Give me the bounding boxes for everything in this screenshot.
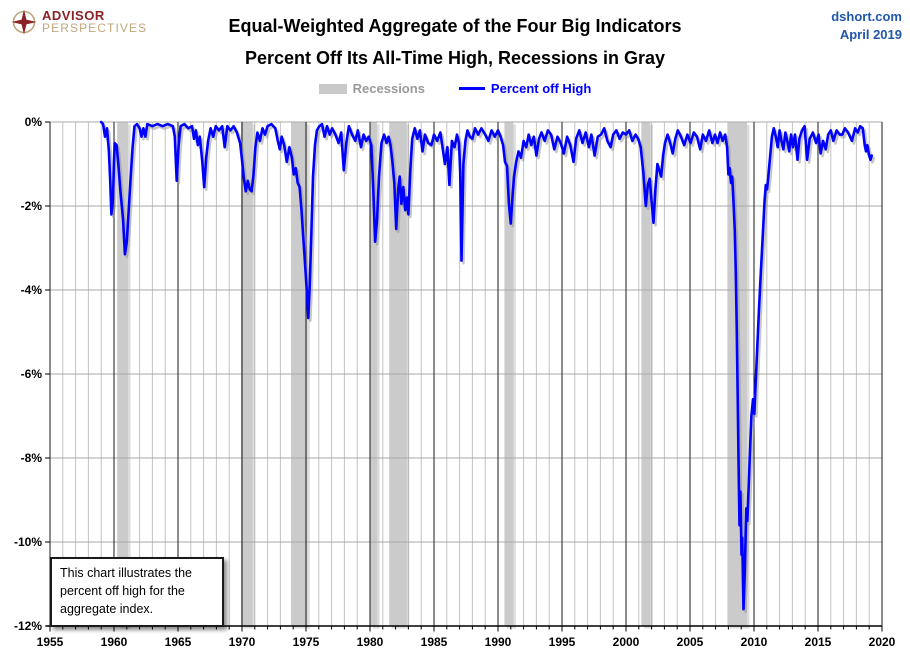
- x-axis-label: 1960: [101, 635, 128, 649]
- chart-title-line1: Equal-Weighted Aggregate of the Four Big…: [228, 16, 682, 36]
- x-axis-label: 2005: [677, 635, 704, 649]
- y-axis-label: 0%: [25, 115, 43, 129]
- percent-off-high-line: [99, 120, 874, 611]
- legend-item-percent-off-high: Percent off High: [458, 81, 592, 96]
- series-label: Percent off High: [490, 81, 592, 96]
- chart-title-line2: Percent Off Its All-Time High, Recession…: [244, 48, 666, 68]
- y-axis-label: -4%: [21, 283, 43, 297]
- x-axis-label: 1985: [421, 635, 448, 649]
- x-axis-label: 2015: [805, 635, 832, 649]
- recession-label: Recessions: [352, 81, 425, 96]
- y-axis-label: -8%: [21, 451, 43, 465]
- x-axis-label: 1965: [165, 635, 192, 649]
- y-axis-label: -10%: [14, 535, 42, 549]
- source-site: dshort.com: [831, 9, 902, 24]
- advisor-perspectives-logo: ADVISOR PERSPECTIVES: [10, 8, 147, 36]
- recession-swatch: [318, 83, 347, 94]
- chart-legend: Recessions Percent off High: [0, 81, 910, 96]
- compass-star-icon: [11, 9, 37, 35]
- x-axis-label: 1980: [357, 635, 384, 649]
- x-axis-label: 1995: [549, 635, 576, 649]
- y-axis-label: -6%: [21, 367, 43, 381]
- x-axis-label: 1955: [37, 635, 64, 649]
- y-axis-label: -2%: [21, 199, 43, 213]
- line-shadow: [101, 123, 876, 614]
- annotation-callout: This chart illustrates the percent off h…: [50, 557, 224, 628]
- line-swatch: [458, 87, 485, 90]
- x-axis-label: 2010: [741, 635, 768, 649]
- source-attribution: dshort.com April 2019: [831, 8, 902, 44]
- legend-item-recessions: Recessions: [318, 81, 425, 96]
- y-axis-label: -12%: [14, 619, 42, 633]
- source-date: April 2019: [839, 27, 902, 42]
- x-axis-label: 2000: [613, 635, 640, 649]
- logo-perspectives-text: PERSPECTIVES: [42, 21, 148, 35]
- logo-advisor-text: ADVISOR: [42, 8, 105, 23]
- chart-plot-area: 1955 1960 1965 1970 1975 1980 1985 1990 1995 2000…: [14, 115, 896, 649]
- x-axis-label: 1970: [229, 635, 256, 649]
- x-axis-label: 2020: [869, 635, 896, 649]
- chart-title: Equal-Weighted Aggregate of the Four Big…: [120, 10, 790, 74]
- annotation-text: This chart illustrates the percent off h…: [60, 566, 192, 616]
- x-axis-label: 1990: [485, 635, 512, 649]
- x-axis-label: 1975: [293, 635, 320, 649]
